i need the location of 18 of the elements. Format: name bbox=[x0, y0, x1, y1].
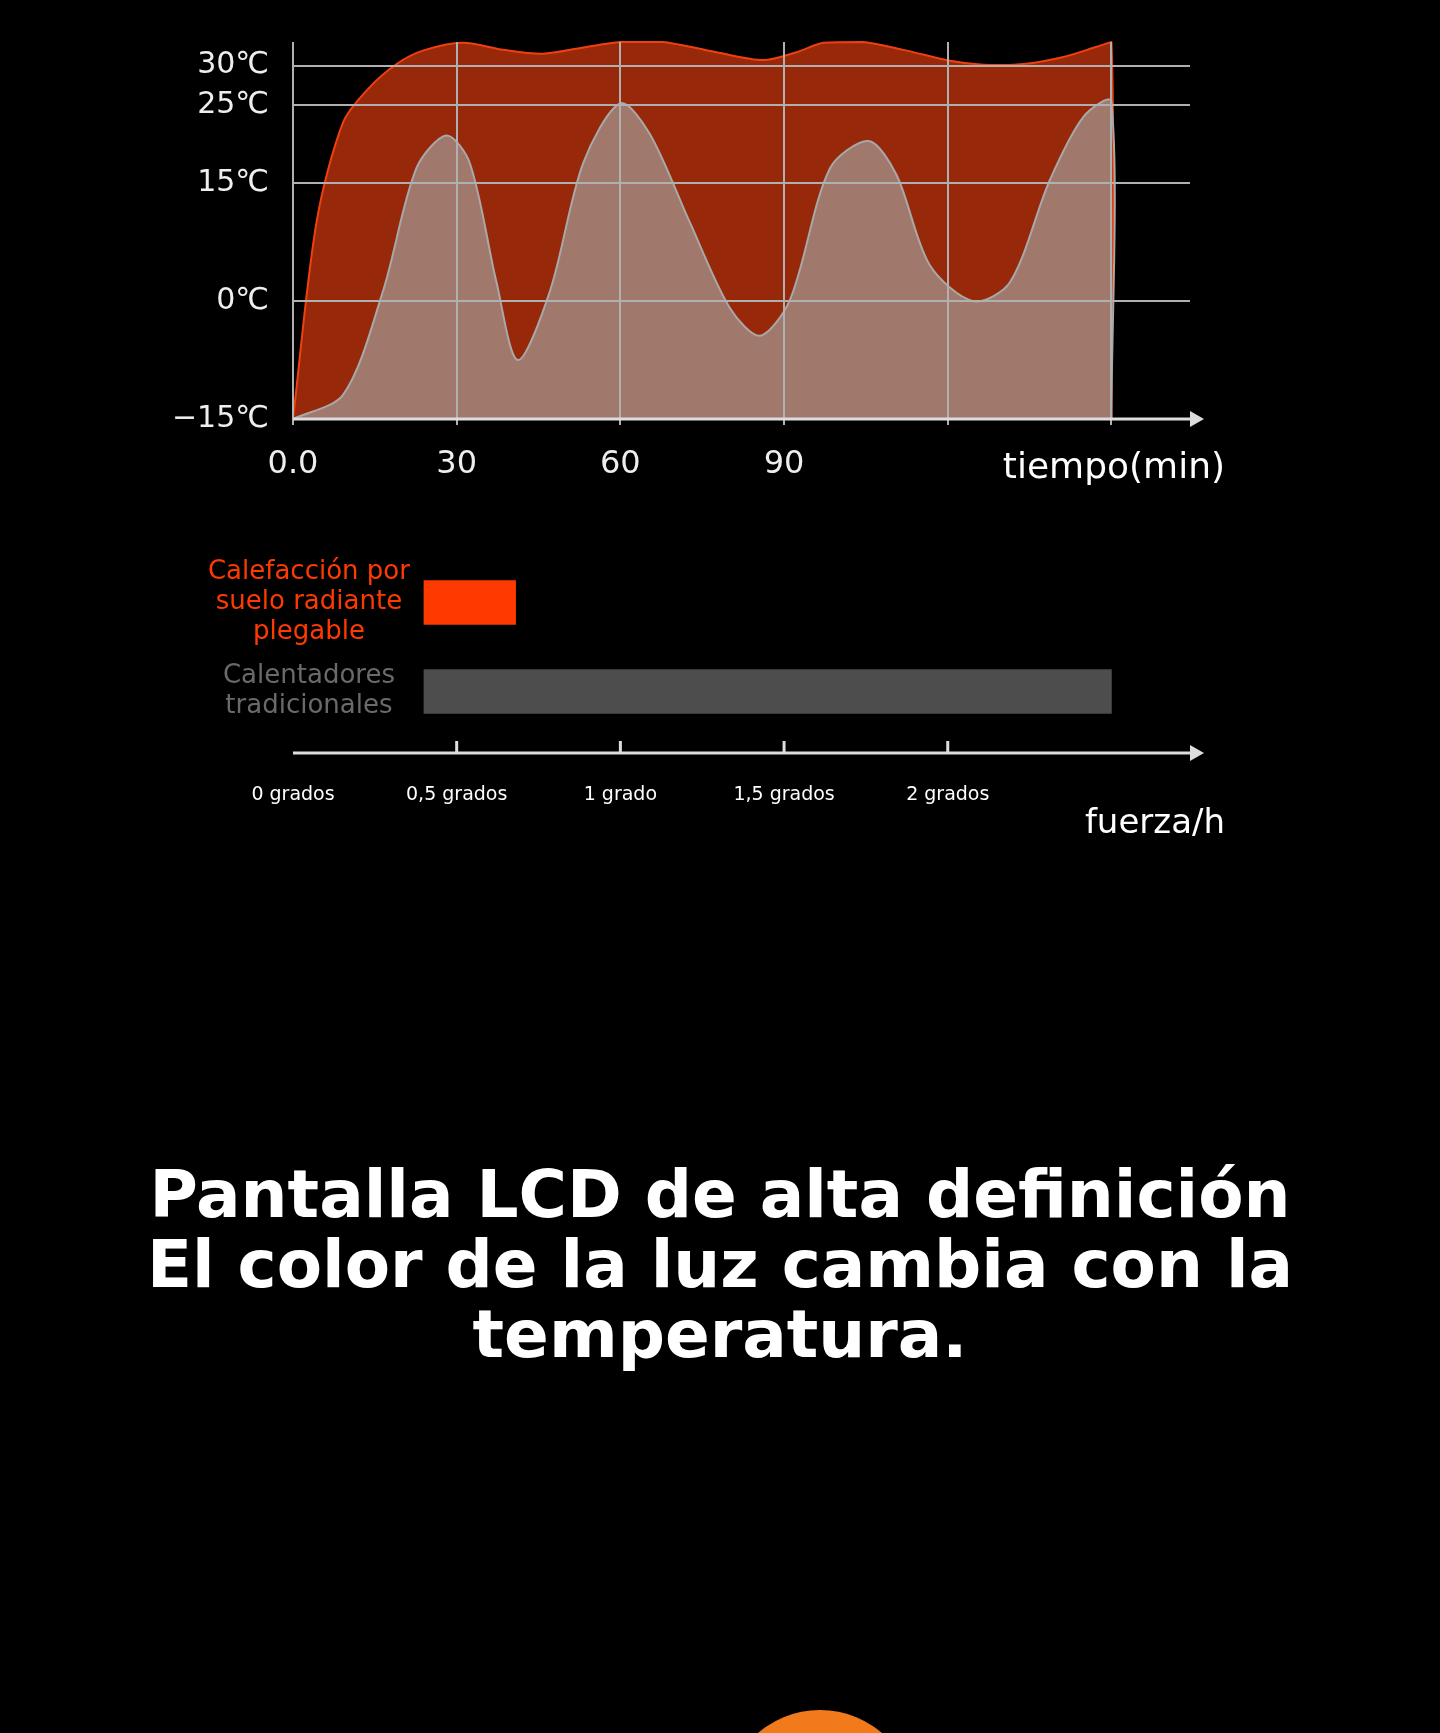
y-tick-label: Calefacción por suelo radiante plegable bbox=[207, 555, 411, 646]
x-axis-title: fuerza/h bbox=[1084, 800, 1225, 841]
x-tick-label: 1,5 grados bbox=[733, 782, 835, 805]
y-tick-label: 25℃ bbox=[197, 84, 269, 120]
x-tick-label: 90 bbox=[763, 442, 805, 481]
y-tick-label: Calentadores tradicionales bbox=[222, 659, 395, 720]
y-tick-label: 0℃ bbox=[216, 280, 269, 316]
x-tick-label: 1 grado bbox=[583, 782, 658, 805]
x-tick-label: 2 grados bbox=[906, 782, 990, 805]
x-tick-label: 60 bbox=[600, 442, 641, 481]
y-tick-label: 30℃ bbox=[197, 45, 269, 81]
x-tick-label: 0,5 grados bbox=[406, 782, 508, 805]
y-tick-label: 15℃ bbox=[197, 163, 269, 199]
x-tick-label: 0.0 bbox=[267, 442, 319, 481]
y-tick-label: −15℃ bbox=[171, 398, 269, 434]
x-tick-label: 30 bbox=[436, 442, 478, 481]
x-axis-title: tiempo(min) bbox=[1002, 445, 1225, 487]
x-tick-label: 0 grados bbox=[251, 782, 335, 805]
